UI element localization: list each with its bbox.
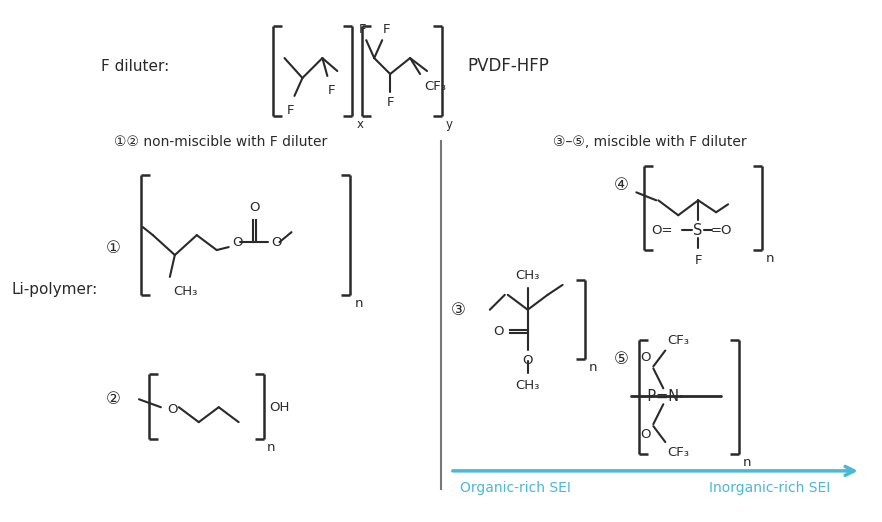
Text: n: n xyxy=(588,361,597,374)
Text: CH₃: CH₃ xyxy=(516,379,540,393)
Text: Organic-rich SEI: Organic-rich SEI xyxy=(460,481,571,495)
Text: S: S xyxy=(693,223,703,238)
Text: CF₃: CF₃ xyxy=(668,334,690,347)
Text: O: O xyxy=(493,325,504,338)
Text: F: F xyxy=(327,84,335,97)
Text: F: F xyxy=(386,96,394,109)
Text: ①: ① xyxy=(106,239,121,257)
Text: O: O xyxy=(250,201,260,214)
Text: O: O xyxy=(522,353,533,366)
Text: ①② non-miscible with F diluter: ①② non-miscible with F diluter xyxy=(114,135,327,149)
Text: n: n xyxy=(766,252,774,265)
Text: Inorganic-rich SEI: Inorganic-rich SEI xyxy=(709,481,830,495)
Text: ③–⑤, miscible with F diluter: ③–⑤, miscible with F diluter xyxy=(552,135,746,149)
Text: O: O xyxy=(233,235,243,248)
Text: x: x xyxy=(356,118,363,131)
Text: F: F xyxy=(694,254,702,267)
Text: O=: O= xyxy=(651,223,672,236)
Text: F: F xyxy=(287,104,295,117)
Text: ③: ③ xyxy=(451,301,466,319)
Text: CF₃: CF₃ xyxy=(668,446,690,459)
Text: O: O xyxy=(167,402,177,416)
Text: ②: ② xyxy=(106,390,121,408)
Text: Li-polymer:: Li-polymer: xyxy=(11,282,98,298)
Text: F: F xyxy=(358,23,366,36)
Text: O: O xyxy=(639,351,650,364)
Text: CF₃: CF₃ xyxy=(424,80,446,93)
Text: =O: =O xyxy=(710,223,732,236)
Text: ④: ④ xyxy=(614,176,629,194)
Text: O: O xyxy=(272,235,282,248)
Text: O: O xyxy=(639,428,650,441)
Text: CH₃: CH₃ xyxy=(516,269,540,282)
Text: F diluter:: F diluter: xyxy=(101,58,168,74)
Text: OH: OH xyxy=(270,401,290,414)
Text: -P=N-: -P=N- xyxy=(642,389,684,404)
Text: F: F xyxy=(383,23,390,36)
Text: PVDF-HFP: PVDF-HFP xyxy=(467,57,549,75)
Text: ⑤: ⑤ xyxy=(614,350,629,369)
Text: n: n xyxy=(743,456,751,469)
Text: CH₃: CH₃ xyxy=(173,285,198,298)
Text: n: n xyxy=(266,441,275,454)
Text: n: n xyxy=(355,297,363,310)
Text: y: y xyxy=(446,118,453,131)
